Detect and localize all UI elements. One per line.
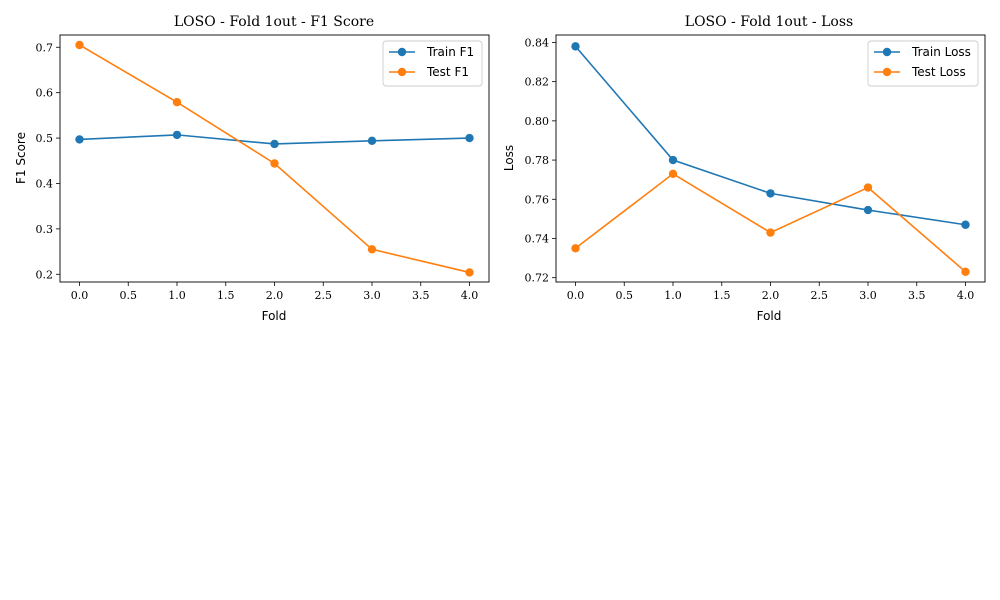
x-tick-label: 3.0 [363, 289, 381, 302]
legend-marker [397, 47, 407, 57]
chart-title: LOSO - Fold 1out - Loss [685, 14, 853, 30]
x-tick-label: 0.0 [567, 289, 585, 302]
plot-frame [59, 34, 490, 283]
y-tick-label: 0.7 [36, 41, 54, 54]
data-point [961, 267, 970, 277]
x-tick-label: 1.5 [713, 289, 731, 302]
f1-score-chart: LOSO - Fold 1out - F1 Score Fold F1 Scor… [14, 14, 490, 323]
x-tick-label: 1.0 [168, 289, 186, 302]
y-tick-label: 0.4 [36, 177, 54, 190]
y-tick-label: 0.84 [525, 36, 550, 49]
y-tick-label: 0.3 [36, 223, 54, 236]
data-point [270, 159, 279, 168]
data-point [172, 130, 182, 140]
legend-label: Test Loss [911, 65, 966, 79]
data-point [465, 133, 474, 143]
data-point [668, 155, 678, 165]
x-tick-label: 2.5 [315, 289, 333, 302]
loss-chart: LOSO - Fold 1out - Loss Fold Loss 0.0 0.5… [502, 14, 986, 323]
legend-label: Test F1 [426, 65, 469, 79]
legend-label: Train F1 [426, 45, 474, 59]
y-tick-label: 0.76 [525, 193, 550, 206]
plot-frame [555, 34, 986, 283]
series-line [575, 172, 967, 273]
y-tick-label: 0.5 [36, 132, 54, 145]
x-tick-label: 3.0 [859, 289, 877, 302]
y-tick-label: 0.80 [525, 115, 550, 128]
data-point [465, 268, 474, 277]
data-point [766, 228, 775, 237]
data-point [766, 189, 775, 198]
x-tick-label: 1.5 [217, 289, 235, 302]
x-tick-label: 0.5 [120, 289, 138, 302]
x-tick-label: 0.0 [71, 289, 89, 302]
data-point [571, 244, 580, 253]
data-point [863, 205, 873, 215]
chart-title: LOSO - Fold 1out - F1 Score [174, 14, 374, 30]
data-point [961, 220, 970, 229]
x-tick-label: 3.5 [412, 289, 430, 302]
data-point [863, 183, 873, 192]
legend-marker [882, 47, 892, 57]
y-axis-label: Loss [502, 145, 516, 171]
data-point [75, 135, 84, 144]
x-tick-label: 4.0 [461, 289, 479, 302]
data-point [367, 136, 377, 145]
y-tick-label: 0.74 [525, 232, 550, 245]
data-point [571, 42, 580, 51]
data-point [668, 169, 678, 178]
y-tick-label: 0.6 [36, 87, 54, 100]
legend-marker [397, 67, 407, 77]
x-tick-label: 3.5 [908, 289, 926, 302]
legend-label: Train Loss [911, 45, 971, 59]
x-tick-label: 0.5 [616, 289, 634, 302]
data-point [172, 97, 182, 107]
x-tick-label: 1.0 [664, 289, 682, 302]
x-axis-label: Fold [757, 309, 782, 323]
data-point [367, 245, 377, 254]
data-point [75, 40, 84, 50]
y-tick-label: 0.78 [525, 154, 550, 167]
legend-marker [882, 67, 892, 77]
x-tick-label: 2.5 [811, 289, 829, 302]
x-tick-label: 4.0 [957, 289, 975, 302]
y-tick-label: 0.72 [525, 272, 550, 285]
y-tick-label: 0.2 [36, 268, 54, 281]
y-tick-label: 0.82 [525, 76, 550, 89]
x-axis-label: Fold [262, 309, 287, 323]
y-axis-label: F1 Score [14, 132, 28, 184]
data-point [270, 139, 279, 149]
x-tick-label: 2.0 [762, 289, 780, 302]
x-tick-label: 2.0 [266, 289, 284, 302]
